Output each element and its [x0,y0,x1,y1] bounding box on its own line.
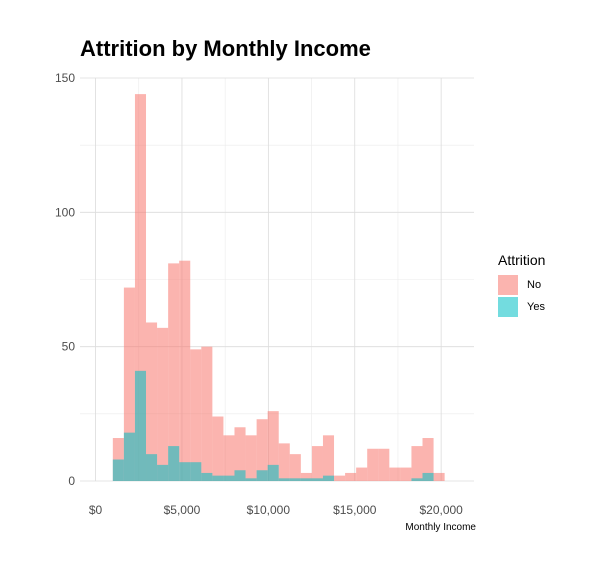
bar-no [123,287,135,481]
legend-label-no: No [527,279,542,291]
bar-yes [311,478,323,481]
legend-item-yes: Yes [498,296,545,318]
bar-yes [289,478,301,481]
legend-swatch-yes [498,297,518,317]
bar-no [212,416,224,481]
bar-no [223,435,235,481]
y-tick-label: 50 [62,340,76,354]
bar-yes [422,472,434,481]
bar-no [334,475,346,481]
x-tick-label: $20,000 [419,503,463,517]
bar-no [400,467,412,481]
bar-yes [201,472,213,481]
y-tick-label: 150 [55,71,75,85]
bar-yes [411,478,423,481]
bar-no [278,443,290,481]
bar-yes [300,478,312,481]
bar-yes [267,464,279,481]
y-tick-label: 0 [68,474,75,488]
bar-yes [123,432,135,481]
legend-item-no: No [498,274,545,296]
bar-no [168,263,180,481]
bar-no [422,438,434,481]
bar-yes [212,475,224,481]
bar-no [311,446,323,481]
bar-yes [234,470,246,481]
x-tick-label: $15,000 [333,503,377,517]
x-axis-title: Monthly Income [405,522,476,533]
bar-no [267,411,279,481]
bar-no [289,454,301,481]
legend: Attrition No Yes [498,252,545,318]
bar-no [201,346,213,481]
bar-yes [112,459,124,481]
x-tick-label: $10,000 [247,503,291,517]
bar-no [146,322,158,481]
bar-yes [223,475,235,481]
legend-swatch-no [498,275,518,295]
x-tick-label: $5,000 [164,503,201,517]
bar-no [157,327,169,481]
bar-no [433,472,445,481]
bar-yes [322,475,335,481]
x-tick-label: $0 [89,503,103,517]
y-tick-label: 100 [55,205,75,219]
bar-yes [245,478,257,481]
bar-yes [179,462,191,481]
bar-no [245,435,257,481]
bar-yes [134,370,147,481]
bar-no [234,427,246,481]
bar-no [134,94,147,482]
bar-no [179,260,191,481]
bar-no [389,467,401,481]
bar-no [190,349,202,481]
bar-yes [278,478,290,481]
bar-yes [168,446,180,481]
bar-yes [146,454,158,481]
bar-no [256,419,268,481]
bar-yes [256,470,268,481]
legend-title: Attrition [498,252,546,268]
chart-title: Attrition by Monthly Income [80,36,371,61]
bar-yes [157,464,169,481]
bar-no [411,446,423,481]
bar-no [356,467,368,481]
legend-label-yes: Yes [527,301,545,313]
bar-no [345,472,357,481]
axis-tick-labels: $0 $5,000 $10,000 $15,000 $20,000 0 50 100 150 [55,71,463,517]
bar-no [322,435,335,481]
bar-no [378,448,390,481]
histogram-bars [112,94,445,482]
bar-no [367,448,379,481]
bar-no [300,472,312,481]
bar-yes [190,462,202,481]
